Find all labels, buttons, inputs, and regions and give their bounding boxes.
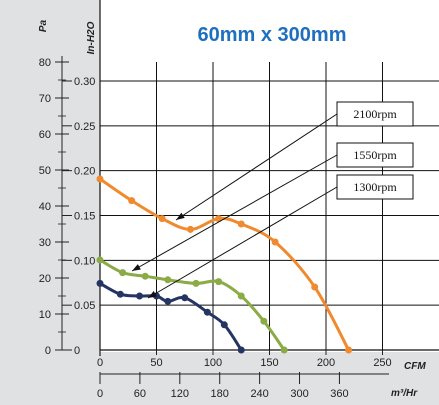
m3hr-tick-label: 120 bbox=[171, 388, 189, 400]
pa-axis-label: Pa bbox=[38, 19, 49, 32]
cfm-tick-label: 150 bbox=[260, 357, 278, 369]
m3hr-tick-label: 300 bbox=[290, 388, 308, 400]
data-point-2100rpm bbox=[272, 239, 279, 246]
pa-tick-label: 10 bbox=[39, 309, 51, 321]
m3hr-tick-label: 60 bbox=[134, 388, 146, 400]
data-point-1550rpm bbox=[193, 280, 200, 287]
pa-tick-label: 60 bbox=[39, 129, 51, 141]
chart-title: 60mm x 300mm bbox=[198, 24, 347, 46]
inh2o-axis-label: In-H2O bbox=[86, 21, 97, 54]
m3hr-tick-label: 360 bbox=[330, 388, 348, 400]
m3hr-tick-label: 0 bbox=[97, 388, 103, 400]
data-point-1550rpm bbox=[142, 273, 149, 280]
pa-tick-label: 80 bbox=[39, 57, 51, 69]
data-point-1550rpm bbox=[260, 318, 267, 325]
legend-label-1550rpm: 1550rpm bbox=[353, 148, 397, 162]
data-point-1300rpm bbox=[221, 321, 228, 328]
cfm-tick-label: 200 bbox=[317, 357, 335, 369]
data-point-2100rpm bbox=[187, 226, 194, 233]
data-point-1300rpm bbox=[136, 293, 143, 300]
cfm-tick-label: 0 bbox=[97, 357, 103, 369]
data-point-1300rpm bbox=[181, 294, 188, 301]
inh2o-tick-label: 0.25 bbox=[74, 121, 95, 133]
cfm-tick-label: 250 bbox=[373, 357, 391, 369]
data-point-1550rpm bbox=[215, 278, 222, 285]
data-point-1300rpm bbox=[164, 298, 171, 305]
data-point-1550rpm bbox=[97, 257, 104, 264]
pa-tick-label: 20 bbox=[39, 273, 51, 285]
inh2o-tick-label: 0.10 bbox=[74, 255, 95, 267]
m3hr-tick-label: 240 bbox=[250, 388, 268, 400]
inh2o-tick-label: 0.05 bbox=[74, 300, 95, 312]
legend-label-1300rpm: 1300rpm bbox=[353, 180, 397, 194]
inh2o-tick-label: 0.15 bbox=[74, 210, 95, 222]
data-point-1300rpm bbox=[97, 280, 104, 287]
cfm-axis-label: CFM bbox=[404, 361, 426, 372]
pa-tick-label: 50 bbox=[39, 165, 51, 177]
m3hr-tick-label: 180 bbox=[211, 388, 229, 400]
cfm-tick-label: 100 bbox=[204, 357, 222, 369]
data-point-1300rpm bbox=[238, 347, 245, 354]
data-point-1300rpm bbox=[117, 291, 124, 298]
data-point-2100rpm bbox=[238, 221, 245, 228]
data-point-2100rpm bbox=[97, 176, 104, 183]
legend-label-2100rpm: 2100rpm bbox=[353, 107, 397, 121]
data-point-1550rpm bbox=[164, 276, 171, 283]
data-point-2100rpm bbox=[345, 347, 352, 354]
data-point-1300rpm bbox=[204, 309, 211, 316]
pa-tick-label: 70 bbox=[39, 93, 51, 105]
pa-tick-label: 40 bbox=[39, 201, 51, 213]
inh2o-tick-label: 0 bbox=[74, 345, 80, 357]
data-point-1550rpm bbox=[119, 269, 126, 276]
pa-tick-label: 30 bbox=[39, 237, 51, 249]
inh2o-tick-label: 0.30 bbox=[74, 76, 95, 88]
data-point-2100rpm bbox=[128, 197, 135, 204]
data-point-2100rpm bbox=[159, 215, 166, 222]
cfm-tick-label: 50 bbox=[150, 357, 162, 369]
data-point-2100rpm bbox=[311, 284, 318, 291]
data-point-1550rpm bbox=[238, 293, 245, 300]
pa-tick-label: 0 bbox=[45, 345, 51, 357]
inh2o-tick-label: 0.20 bbox=[74, 166, 95, 178]
data-point-1550rpm bbox=[281, 347, 288, 354]
m3hr-axis-label: m³/Hr bbox=[391, 388, 418, 399]
